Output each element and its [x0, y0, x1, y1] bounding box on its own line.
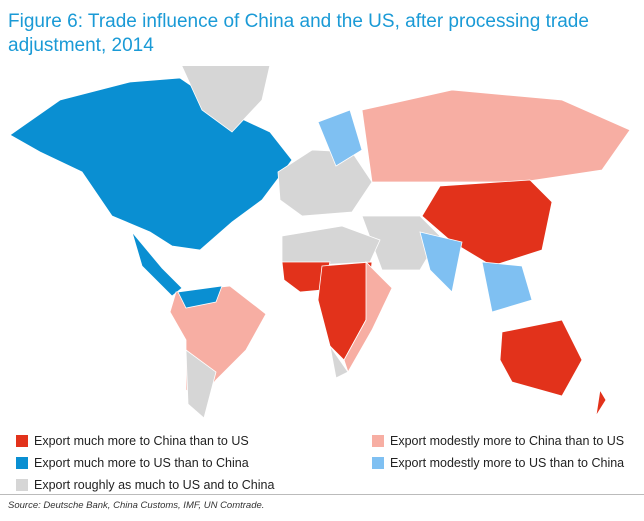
legend-label: Export much more to China than to US	[34, 434, 249, 448]
divider	[0, 494, 644, 495]
country-region	[329, 345, 349, 379]
legend-label: Export modestly more to China than to US	[390, 434, 625, 448]
legend-item: Export roughly as much to US and to Chin…	[16, 478, 274, 492]
legend-item: Export much more to US than to China	[16, 456, 249, 470]
legend-swatch	[16, 479, 28, 491]
source-note: Source: Deutsche Bank, China Customs, IM…	[8, 500, 265, 511]
country-region	[419, 231, 463, 293]
country-region	[421, 179, 553, 267]
legend-label: Export roughly as much to US and to Chin…	[34, 478, 275, 492]
legend-item: Export modestly more to US than to China	[372, 456, 624, 470]
country-region	[317, 109, 363, 167]
legend-item: Export modestly more to China than to US	[372, 434, 624, 448]
legend-swatch	[16, 457, 28, 469]
country-region	[177, 285, 223, 309]
country-region	[181, 66, 271, 133]
legend-label: Export much more to US than to China	[34, 456, 249, 470]
legend-item: Export much more to China than to US	[16, 434, 249, 448]
world-map	[9, 66, 631, 419]
legend-swatch	[16, 435, 28, 447]
legend-label: Export modestly more to US than to China	[390, 456, 625, 470]
country-region	[499, 319, 583, 397]
chart-title: Figure 6: Trade influence of China and t…	[8, 11, 589, 56]
country-region	[281, 261, 331, 293]
country-region	[481, 261, 533, 313]
legend-swatch	[372, 435, 384, 447]
legend-swatch	[372, 457, 384, 469]
country-region	[361, 89, 631, 183]
country-region	[317, 261, 373, 361]
country-region	[185, 349, 217, 419]
country-region	[595, 388, 607, 417]
country-region	[277, 149, 373, 217]
country-region	[281, 225, 381, 267]
